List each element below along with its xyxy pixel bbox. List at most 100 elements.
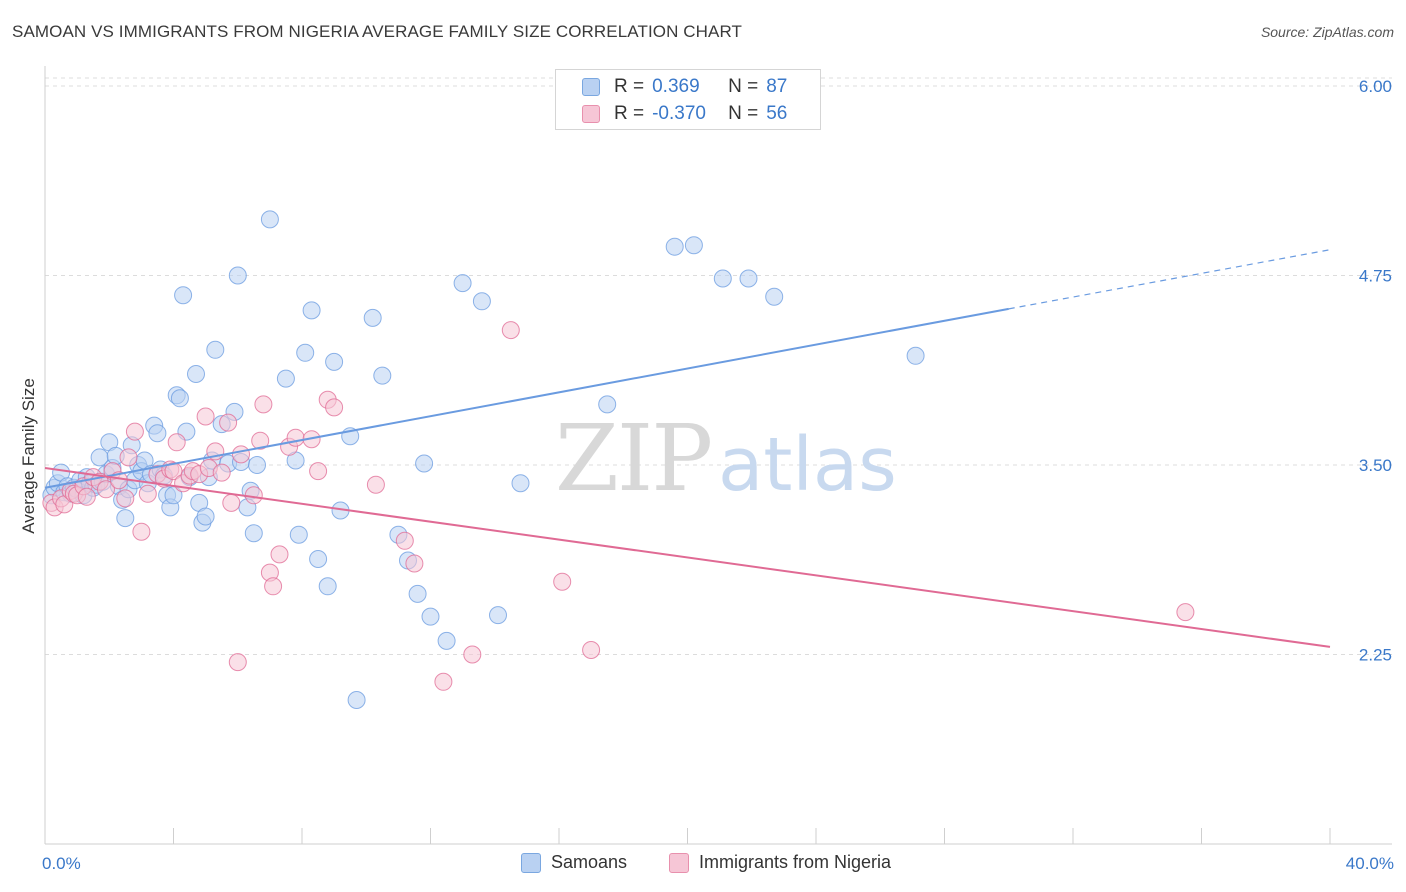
point-samoans-64 bbox=[296, 343, 315, 362]
point-nigeria-15 bbox=[119, 448, 138, 467]
point-samoans-58 bbox=[244, 524, 263, 543]
point-nigeria-37 bbox=[251, 431, 270, 450]
y-tick-label-3: 6.00 bbox=[1359, 77, 1392, 96]
point-samoans-90 bbox=[347, 691, 366, 709]
point-samoans-72 bbox=[373, 366, 392, 385]
point-nigeria-49 bbox=[395, 531, 414, 550]
legend-r-value: -0.370 bbox=[652, 103, 706, 124]
point-nigeria-47 bbox=[325, 398, 344, 417]
point-nigeria-28 bbox=[196, 407, 215, 426]
point-samoans-44 bbox=[187, 365, 205, 383]
point-nigeria-41 bbox=[270, 545, 289, 564]
series-nigeria-points bbox=[42, 321, 1195, 691]
y-axis-label: Average Family Size bbox=[19, 378, 38, 534]
legend-swatch-nigeria bbox=[669, 852, 689, 873]
point-nigeria-54 bbox=[553, 572, 572, 591]
point-samoans-77 bbox=[421, 607, 440, 626]
legend-label-samoans: Samoans bbox=[551, 852, 628, 872]
chart-title: SAMOAN VS IMMIGRANTS FROM NIGERIA AVERAG… bbox=[12, 22, 743, 41]
legend-swatch-samoans bbox=[521, 852, 541, 873]
gridlines bbox=[45, 77, 1392, 655]
point-samoans-88 bbox=[765, 287, 784, 306]
legend-label-nigeria: Immigrants from Nigeria bbox=[699, 852, 892, 872]
point-nigeria-45 bbox=[309, 462, 328, 481]
correlation-legend: R = 0.369 N = 87 R = -0.370 N = 56 bbox=[555, 69, 821, 130]
x-tick-label-0: 0.0% bbox=[42, 854, 81, 873]
legend-n-value: 56 bbox=[766, 103, 788, 124]
point-nigeria-8 bbox=[77, 487, 96, 506]
point-samoans-47 bbox=[196, 507, 215, 526]
point-samoans-84 bbox=[665, 237, 684, 256]
point-samoans-65 bbox=[302, 301, 321, 320]
point-nigeria-40 bbox=[264, 577, 283, 596]
series-legend: Samoans Immigrants from Nigeria bbox=[0, 852, 1406, 878]
point-samoans-23 bbox=[116, 509, 135, 528]
point-nigeria-50 bbox=[405, 554, 424, 573]
point-nigeria-38 bbox=[254, 395, 273, 414]
legend-row-samoans: R = 0.369 N = 87 bbox=[582, 75, 787, 99]
legend-n-key: N = bbox=[728, 76, 759, 97]
point-nigeria-33 bbox=[222, 493, 241, 512]
point-samoans-66 bbox=[309, 550, 328, 568]
point-samoans-85 bbox=[684, 236, 703, 255]
point-samoans-68 bbox=[325, 352, 344, 371]
point-samoans-87 bbox=[739, 269, 758, 288]
point-samoans-40 bbox=[170, 389, 189, 408]
point-samoans-33 bbox=[148, 424, 167, 443]
point-nigeria-53 bbox=[501, 321, 520, 340]
trend-line-samoans bbox=[44, 307, 1009, 489]
point-samoans-41 bbox=[174, 286, 193, 305]
point-samoans-79 bbox=[453, 274, 472, 293]
legend-r-key: R = bbox=[614, 76, 645, 97]
trend-line-extension-samoans bbox=[1008, 249, 1331, 310]
legend-item-nigeria[interactable]: Immigrants from Nigeria bbox=[669, 852, 891, 873]
y-tick-label-1: 3.50 bbox=[1359, 456, 1392, 475]
y-tick-label-2: 4.75 bbox=[1359, 267, 1392, 286]
legend-n-key: N = bbox=[728, 103, 759, 124]
point-nigeria-55 bbox=[582, 641, 601, 659]
point-samoans-60 bbox=[260, 210, 279, 229]
point-samoans-67 bbox=[318, 577, 337, 596]
trend-line-nigeria bbox=[44, 467, 1331, 648]
legend-r-key: R = bbox=[614, 103, 645, 124]
point-nigeria-35 bbox=[232, 445, 250, 464]
x-tick-label-1: 40.0% bbox=[1346, 854, 1394, 873]
legend-n-value: 87 bbox=[766, 76, 788, 97]
point-nigeria-48 bbox=[366, 475, 385, 494]
watermark-zip: ZIP bbox=[555, 405, 711, 512]
point-nigeria-56 bbox=[1176, 603, 1195, 622]
point-samoans-59 bbox=[248, 456, 266, 474]
x-tick-labels: 0.0% 40.0% bbox=[42, 854, 1394, 873]
point-nigeria-31 bbox=[212, 463, 231, 482]
point-nigeria-14 bbox=[116, 489, 135, 508]
point-samoans-76 bbox=[415, 454, 434, 473]
watermark-atlas: atlas bbox=[718, 422, 897, 508]
legend-swatch-samoans bbox=[582, 78, 600, 96]
point-samoans-54 bbox=[228, 266, 247, 285]
point-samoans-75 bbox=[408, 584, 427, 603]
point-samoans-80 bbox=[472, 292, 491, 311]
point-samoans-81 bbox=[489, 606, 507, 625]
legend-swatch-nigeria bbox=[582, 105, 600, 123]
legend-row-nigeria: R = -0.370 N = 56 bbox=[582, 102, 787, 126]
point-nigeria-43 bbox=[286, 428, 305, 447]
point-nigeria-11 bbox=[97, 480, 115, 499]
point-samoans-50 bbox=[206, 340, 225, 359]
point-samoans-63 bbox=[289, 525, 308, 544]
axes bbox=[44, 66, 1392, 845]
point-nigeria-52 bbox=[463, 645, 482, 664]
point-nigeria-18 bbox=[138, 484, 157, 503]
point-samoans-78 bbox=[437, 631, 456, 650]
point-nigeria-17 bbox=[132, 522, 151, 541]
point-samoans-71 bbox=[363, 308, 382, 327]
y-tick-label-0: 2.25 bbox=[1359, 646, 1392, 665]
point-nigeria-23 bbox=[167, 433, 186, 452]
trend-lines bbox=[44, 249, 1331, 648]
point-samoans-89 bbox=[906, 346, 925, 365]
legend-item-samoans[interactable]: Samoans bbox=[521, 852, 627, 873]
point-nigeria-32 bbox=[219, 413, 238, 432]
point-samoans-82 bbox=[511, 474, 530, 493]
point-samoans-83 bbox=[598, 395, 617, 414]
source-label: Source: ZipAtlas.com bbox=[1260, 24, 1394, 40]
